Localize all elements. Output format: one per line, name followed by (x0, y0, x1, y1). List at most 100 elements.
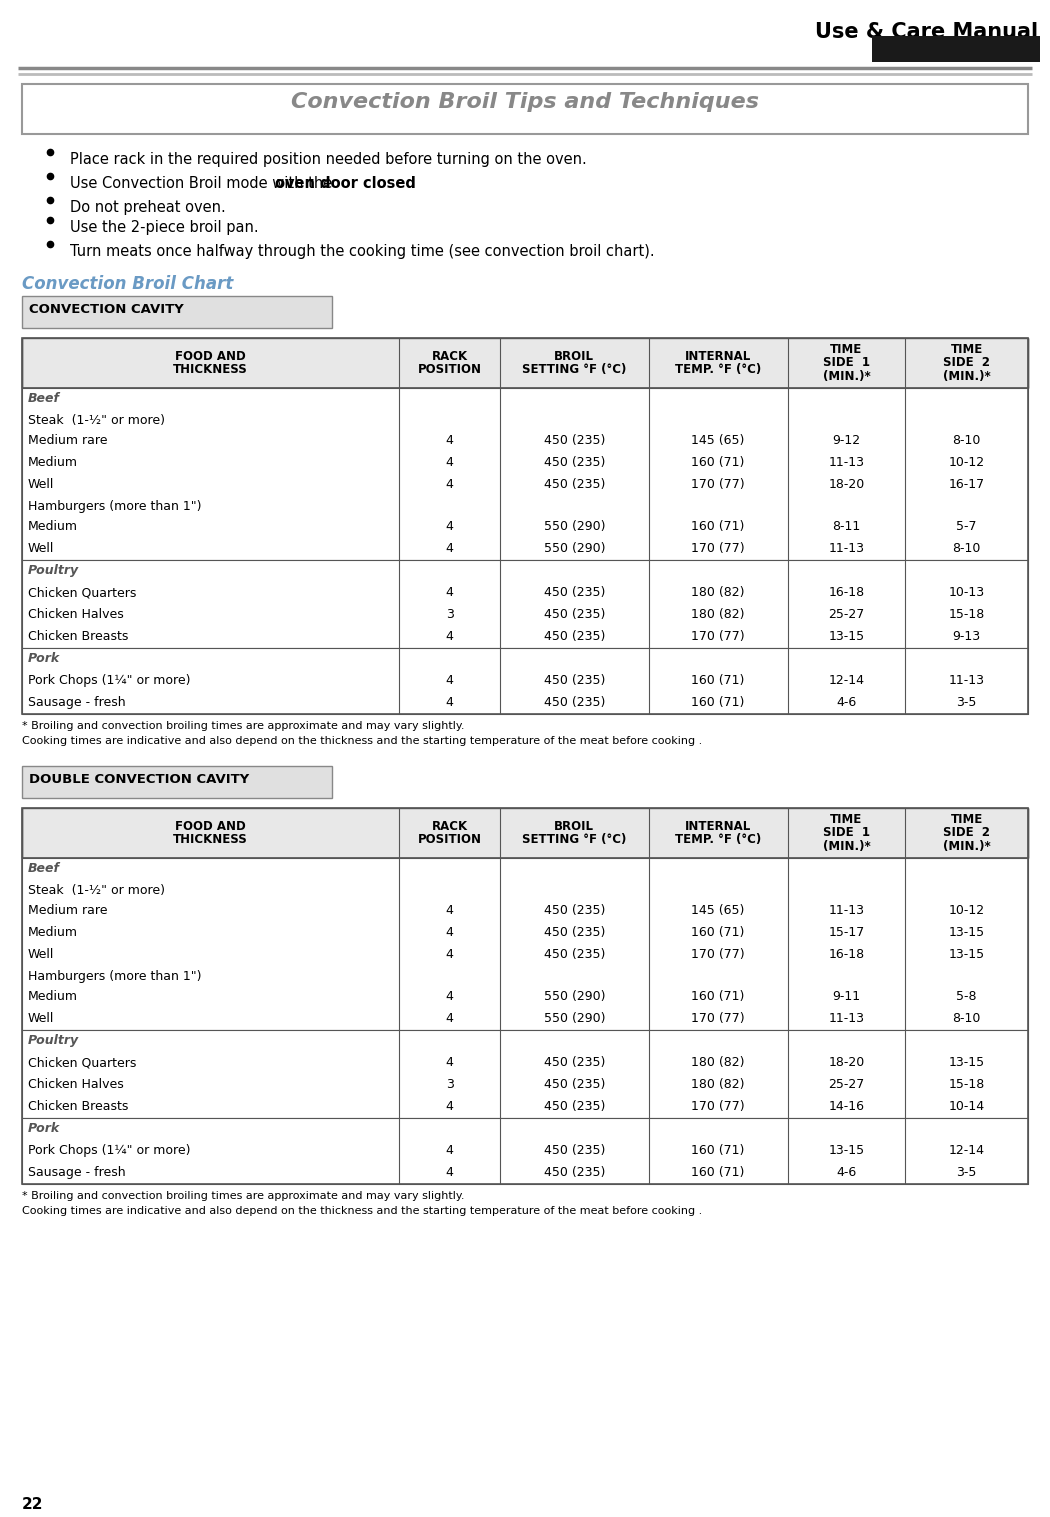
Text: 160 (71): 160 (71) (692, 457, 744, 469)
Bar (22, 338, 1028, 715)
Text: 15-17: 15-17 (828, 925, 864, 939)
Text: .: . (379, 176, 383, 191)
Bar (22, 604, 1028, 627)
Bar (22, 83, 1028, 133)
Bar (22, 1118, 1028, 1139)
Bar (22, 692, 1028, 715)
Text: 450 (235): 450 (235) (544, 925, 605, 939)
Bar (22, 388, 1028, 410)
Text: 4: 4 (445, 696, 454, 708)
Text: 170 (77): 170 (77) (691, 1012, 744, 1025)
Text: 4-6: 4-6 (836, 696, 857, 708)
Text: 450 (235): 450 (235) (544, 1100, 605, 1113)
Text: Medium: Medium (28, 457, 78, 469)
Text: TIME: TIME (831, 813, 862, 825)
Text: Poultry: Poultry (28, 1035, 79, 1047)
Text: POSITION: POSITION (418, 363, 482, 376)
Text: CONVECTION CAVITY: CONVECTION CAVITY (29, 303, 184, 316)
Text: * Broiling and convection broiling times are approximate and may vary slightly.: * Broiling and convection broiling times… (22, 1191, 464, 1201)
Text: 4: 4 (445, 1056, 454, 1069)
Text: 8-10: 8-10 (952, 542, 981, 555)
Text: Chicken Quarters: Chicken Quarters (28, 1056, 136, 1069)
Bar (22, 859, 1028, 880)
Bar (22, 1051, 1028, 1074)
Text: 12-14: 12-14 (948, 1144, 985, 1157)
Text: Convection Broil Tips and Techniques: Convection Broil Tips and Techniques (291, 93, 759, 112)
Bar (22, 1095, 1028, 1118)
Text: 13-15: 13-15 (948, 925, 985, 939)
Text: Beef: Beef (28, 862, 60, 875)
Text: 145 (65): 145 (65) (692, 434, 744, 448)
Text: 4: 4 (445, 586, 454, 599)
Text: Do not preheat oven.: Do not preheat oven. (70, 200, 226, 215)
Text: 450 (235): 450 (235) (544, 1056, 605, 1069)
Bar (22, 1139, 1028, 1162)
Text: POSITION: POSITION (418, 833, 482, 846)
Text: 170 (77): 170 (77) (691, 1100, 744, 1113)
Text: Pork: Pork (28, 1123, 60, 1135)
Text: Use & Care Manual: Use & Care Manual (815, 23, 1038, 42)
Text: Medium: Medium (28, 520, 78, 532)
Bar (22, 1030, 1028, 1051)
Text: 180 (82): 180 (82) (691, 1079, 744, 1091)
Text: 4: 4 (445, 478, 454, 492)
Text: 4: 4 (445, 630, 454, 643)
Bar (22, 496, 1028, 516)
Bar (22, 809, 1028, 1183)
Text: 170 (77): 170 (77) (691, 542, 744, 555)
Text: Well: Well (28, 542, 55, 555)
Text: 180 (82): 180 (82) (691, 608, 744, 620)
Bar (22, 1162, 1028, 1183)
Text: 550 (290): 550 (290) (544, 1012, 605, 1025)
Bar (22, 516, 1028, 539)
Bar (22, 388, 1028, 560)
Text: 160 (71): 160 (71) (692, 925, 744, 939)
Text: 8-10: 8-10 (952, 1012, 981, 1025)
Text: 550 (290): 550 (290) (544, 991, 605, 1003)
Text: 9-13: 9-13 (952, 630, 981, 643)
Text: 160 (71): 160 (71) (692, 991, 744, 1003)
Text: Turn meats once halfway through the cooking time (see convection broil chart).: Turn meats once halfway through the cook… (70, 244, 654, 259)
Text: 450 (235): 450 (235) (544, 630, 605, 643)
Text: 18-20: 18-20 (828, 478, 864, 492)
Text: 550 (290): 550 (290) (544, 520, 605, 532)
Text: 450 (235): 450 (235) (544, 1079, 605, 1091)
Text: 450 (235): 450 (235) (544, 478, 605, 492)
Bar (22, 410, 1028, 429)
Text: Pork Chops (1¼" or more): Pork Chops (1¼" or more) (28, 1144, 190, 1157)
Text: SETTING °F (°C): SETTING °F (°C) (522, 363, 627, 376)
Text: 12-14: 12-14 (828, 674, 864, 687)
Text: Poultry: Poultry (28, 564, 79, 576)
Bar (22, 880, 1028, 900)
Text: 11-13: 11-13 (828, 457, 864, 469)
Bar (22, 583, 1028, 604)
Text: 13-15: 13-15 (948, 948, 985, 960)
Bar (22, 1030, 1028, 1118)
Text: 170 (77): 170 (77) (691, 478, 744, 492)
Text: TIME: TIME (950, 343, 983, 356)
Text: 450 (235): 450 (235) (544, 586, 605, 599)
Text: 4: 4 (445, 520, 454, 532)
Text: Steak  (1-½" or more): Steak (1-½" or more) (28, 884, 165, 897)
Bar (22, 986, 1028, 1007)
Text: 13-15: 13-15 (948, 1056, 985, 1069)
Text: BROIL: BROIL (554, 819, 594, 833)
Text: 22: 22 (22, 1497, 43, 1512)
Bar (22, 429, 1028, 452)
Text: Well: Well (28, 1012, 55, 1025)
Bar (22, 766, 332, 798)
Text: INTERNAL: INTERNAL (685, 349, 752, 363)
Text: 4: 4 (445, 1144, 454, 1157)
Text: 180 (82): 180 (82) (691, 1056, 744, 1069)
Text: SETTING °F (°C): SETTING °F (°C) (522, 833, 627, 846)
Text: 13-15: 13-15 (828, 1144, 864, 1157)
Text: (MIN.)*: (MIN.)* (822, 840, 870, 853)
Text: 4: 4 (445, 542, 454, 555)
Text: THICKNESS: THICKNESS (173, 833, 248, 846)
Text: 170 (77): 170 (77) (691, 630, 744, 643)
Text: 8-10: 8-10 (952, 434, 981, 448)
Text: 5-7: 5-7 (957, 520, 977, 532)
Text: Chicken Halves: Chicken Halves (28, 608, 124, 620)
Text: SIDE  2: SIDE 2 (943, 827, 990, 839)
Text: 5-8: 5-8 (957, 991, 977, 1003)
